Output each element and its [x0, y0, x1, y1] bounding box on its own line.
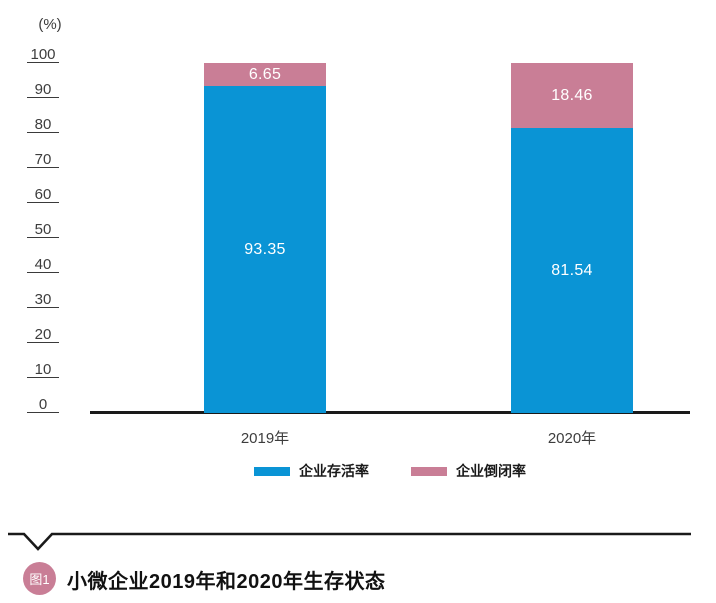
bar-value-label: 81.54 [551, 261, 593, 279]
bar-segment-2019年-企业倒闭率: 6.65 [204, 63, 326, 86]
bar-value-label: 93.35 [244, 240, 286, 258]
legend-label: 企业倒闭率 [456, 463, 526, 479]
legend-item-企业倒闭率: 企业倒闭率 [411, 461, 526, 481]
legend-label: 企业存活率 [299, 463, 369, 479]
x-axis-line [90, 411, 690, 414]
y-tick-label-90: 90 [27, 79, 59, 98]
y-axis-unit-label: (%) [38, 16, 62, 33]
legend-item-企业存活率: 企业存活率 [254, 461, 369, 481]
y-tick-label-0: 0 [27, 394, 59, 413]
bar-segment-2019年-企业存活率: 93.35 [204, 86, 326, 413]
y-tick-label-100: 100 [27, 44, 59, 63]
x-tick-label-2019年: 2019年 [240, 430, 290, 447]
legend-swatch-icon [411, 466, 447, 476]
bar-segment-2020年-企业倒闭率: 18.46 [511, 63, 633, 128]
bar-value-label: 6.65 [248, 65, 282, 83]
y-tick-label-20: 20 [27, 324, 59, 343]
x-tick-label-2020年: 2020年 [547, 430, 597, 447]
y-tick-label-60: 60 [27, 184, 59, 203]
legend: 企业存活率 企业倒闭率 [90, 462, 690, 480]
y-tick-label-10: 10 [27, 359, 59, 378]
legend-swatch-icon [254, 466, 290, 476]
bar-segment-2020年-企业存活率: 81.54 [511, 128, 633, 413]
y-tick-label-30: 30 [27, 289, 59, 308]
divider-notch-line [8, 532, 691, 551]
y-tick-label-70: 70 [27, 149, 59, 168]
figure-badge: 图1 [23, 562, 56, 595]
bar-value-label: 18.46 [551, 86, 593, 104]
y-tick-label-50: 50 [27, 219, 59, 238]
y-tick-label-80: 80 [27, 114, 59, 133]
y-tick-label-40: 40 [27, 254, 59, 273]
figure-title: 小微企业2019年和2020年生存状态 [67, 571, 386, 593]
